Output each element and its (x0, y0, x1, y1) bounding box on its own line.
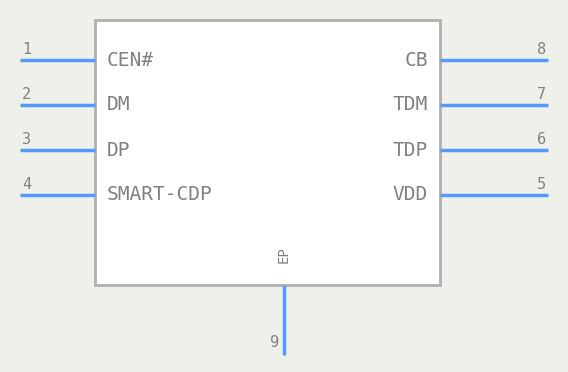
Text: VDD: VDD (392, 186, 428, 205)
Text: 6: 6 (537, 132, 546, 147)
Text: 7: 7 (537, 87, 546, 102)
Text: 2: 2 (22, 87, 31, 102)
Text: 9: 9 (270, 335, 279, 350)
Text: TDP: TDP (392, 141, 428, 160)
Text: CB: CB (404, 51, 428, 70)
Text: SMART-CDP: SMART-CDP (107, 186, 213, 205)
Text: 3: 3 (22, 132, 31, 147)
Text: 4: 4 (22, 177, 31, 192)
Text: DM: DM (107, 96, 131, 115)
Text: CEN#: CEN# (107, 51, 154, 70)
Text: EP: EP (277, 247, 291, 263)
Text: TDM: TDM (392, 96, 428, 115)
Text: DP: DP (107, 141, 131, 160)
Text: 1: 1 (22, 42, 31, 57)
Text: 8: 8 (537, 42, 546, 57)
Bar (95, 20, 440, 285)
Text: 5: 5 (537, 177, 546, 192)
